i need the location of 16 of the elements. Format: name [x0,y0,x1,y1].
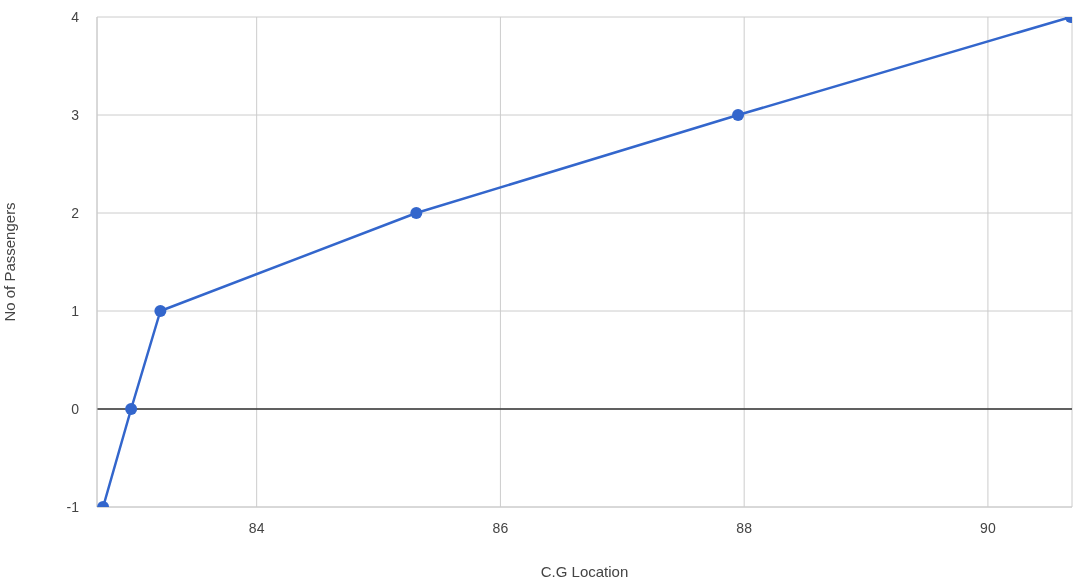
y-tick-label: -1 [66,498,80,515]
point [125,403,138,415]
y-axis-title: No of Passengers [1,202,19,322]
y-tick-label: 4 [71,8,80,25]
y-tick-label: 1 [71,302,80,319]
x-axis-title: C.G Location [540,563,629,579]
y-tick-label: 3 [71,106,80,123]
x-tick-label: 88 [736,519,753,536]
point [732,109,745,121]
y-tick-label: 2 [71,204,80,221]
point [154,305,167,317]
point [410,207,423,219]
y-tick-label: 0 [71,400,80,417]
x-tick-label: 86 [492,519,509,536]
x-tick-label: 90 [980,519,996,536]
x-tick-label: 84 [248,519,265,536]
